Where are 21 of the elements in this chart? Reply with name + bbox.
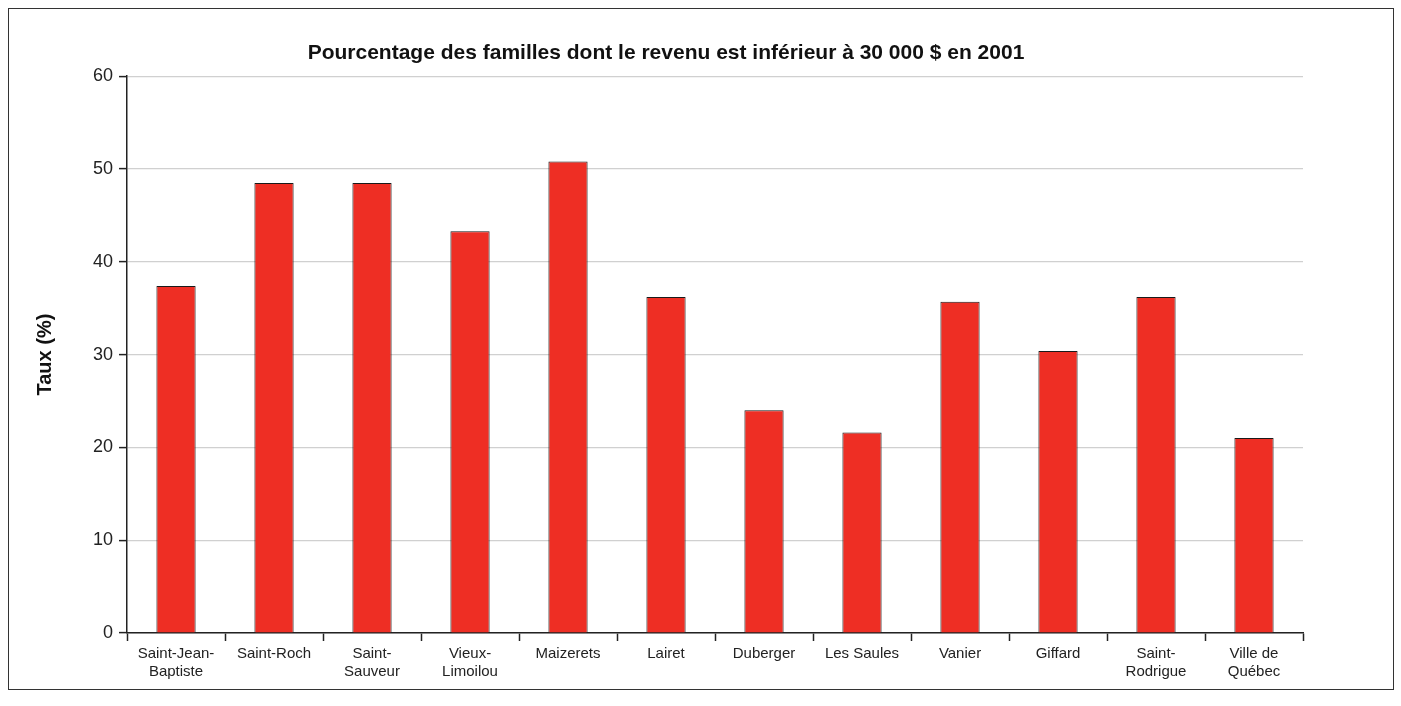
- x-tick-label: Saint- Sauveur: [344, 644, 400, 680]
- x-tick-label: Maizerets: [535, 644, 601, 662]
- x-tick-label: Saint-Roch: [236, 644, 312, 662]
- x-tick-label: Saint- Rodrigue: [1125, 644, 1187, 680]
- x-tick-label: Vanier: [938, 644, 982, 662]
- y-axis-title: Taux (%): [32, 313, 55, 396]
- x-tick-label: Duberger: [732, 644, 796, 662]
- x-tick-label: Ville de Québec: [1227, 644, 1281, 680]
- x-tick-label: Lairet: [647, 644, 686, 662]
- y-tick-label: 50: [92, 157, 114, 178]
- x-tick-label: Giffard: [1035, 644, 1081, 662]
- y-tick-label: 60: [92, 65, 114, 86]
- x-tick-label: Les Saules: [824, 644, 900, 662]
- x-tick-label: Vieux- Limoilou: [442, 644, 498, 680]
- y-tick-label: 20: [92, 436, 114, 457]
- chart-title: Pourcentage des familles dont le revenu est inférieur à 30 000 $ en 2001: [307, 40, 1025, 64]
- x-tick-label: Saint-Jean- Baptiste: [137, 644, 215, 680]
- y-tick-label: 40: [92, 250, 114, 271]
- y-tick-label: 10: [92, 529, 114, 550]
- y-tick-label: 0: [103, 621, 114, 642]
- y-tick-label: 30: [92, 343, 114, 364]
